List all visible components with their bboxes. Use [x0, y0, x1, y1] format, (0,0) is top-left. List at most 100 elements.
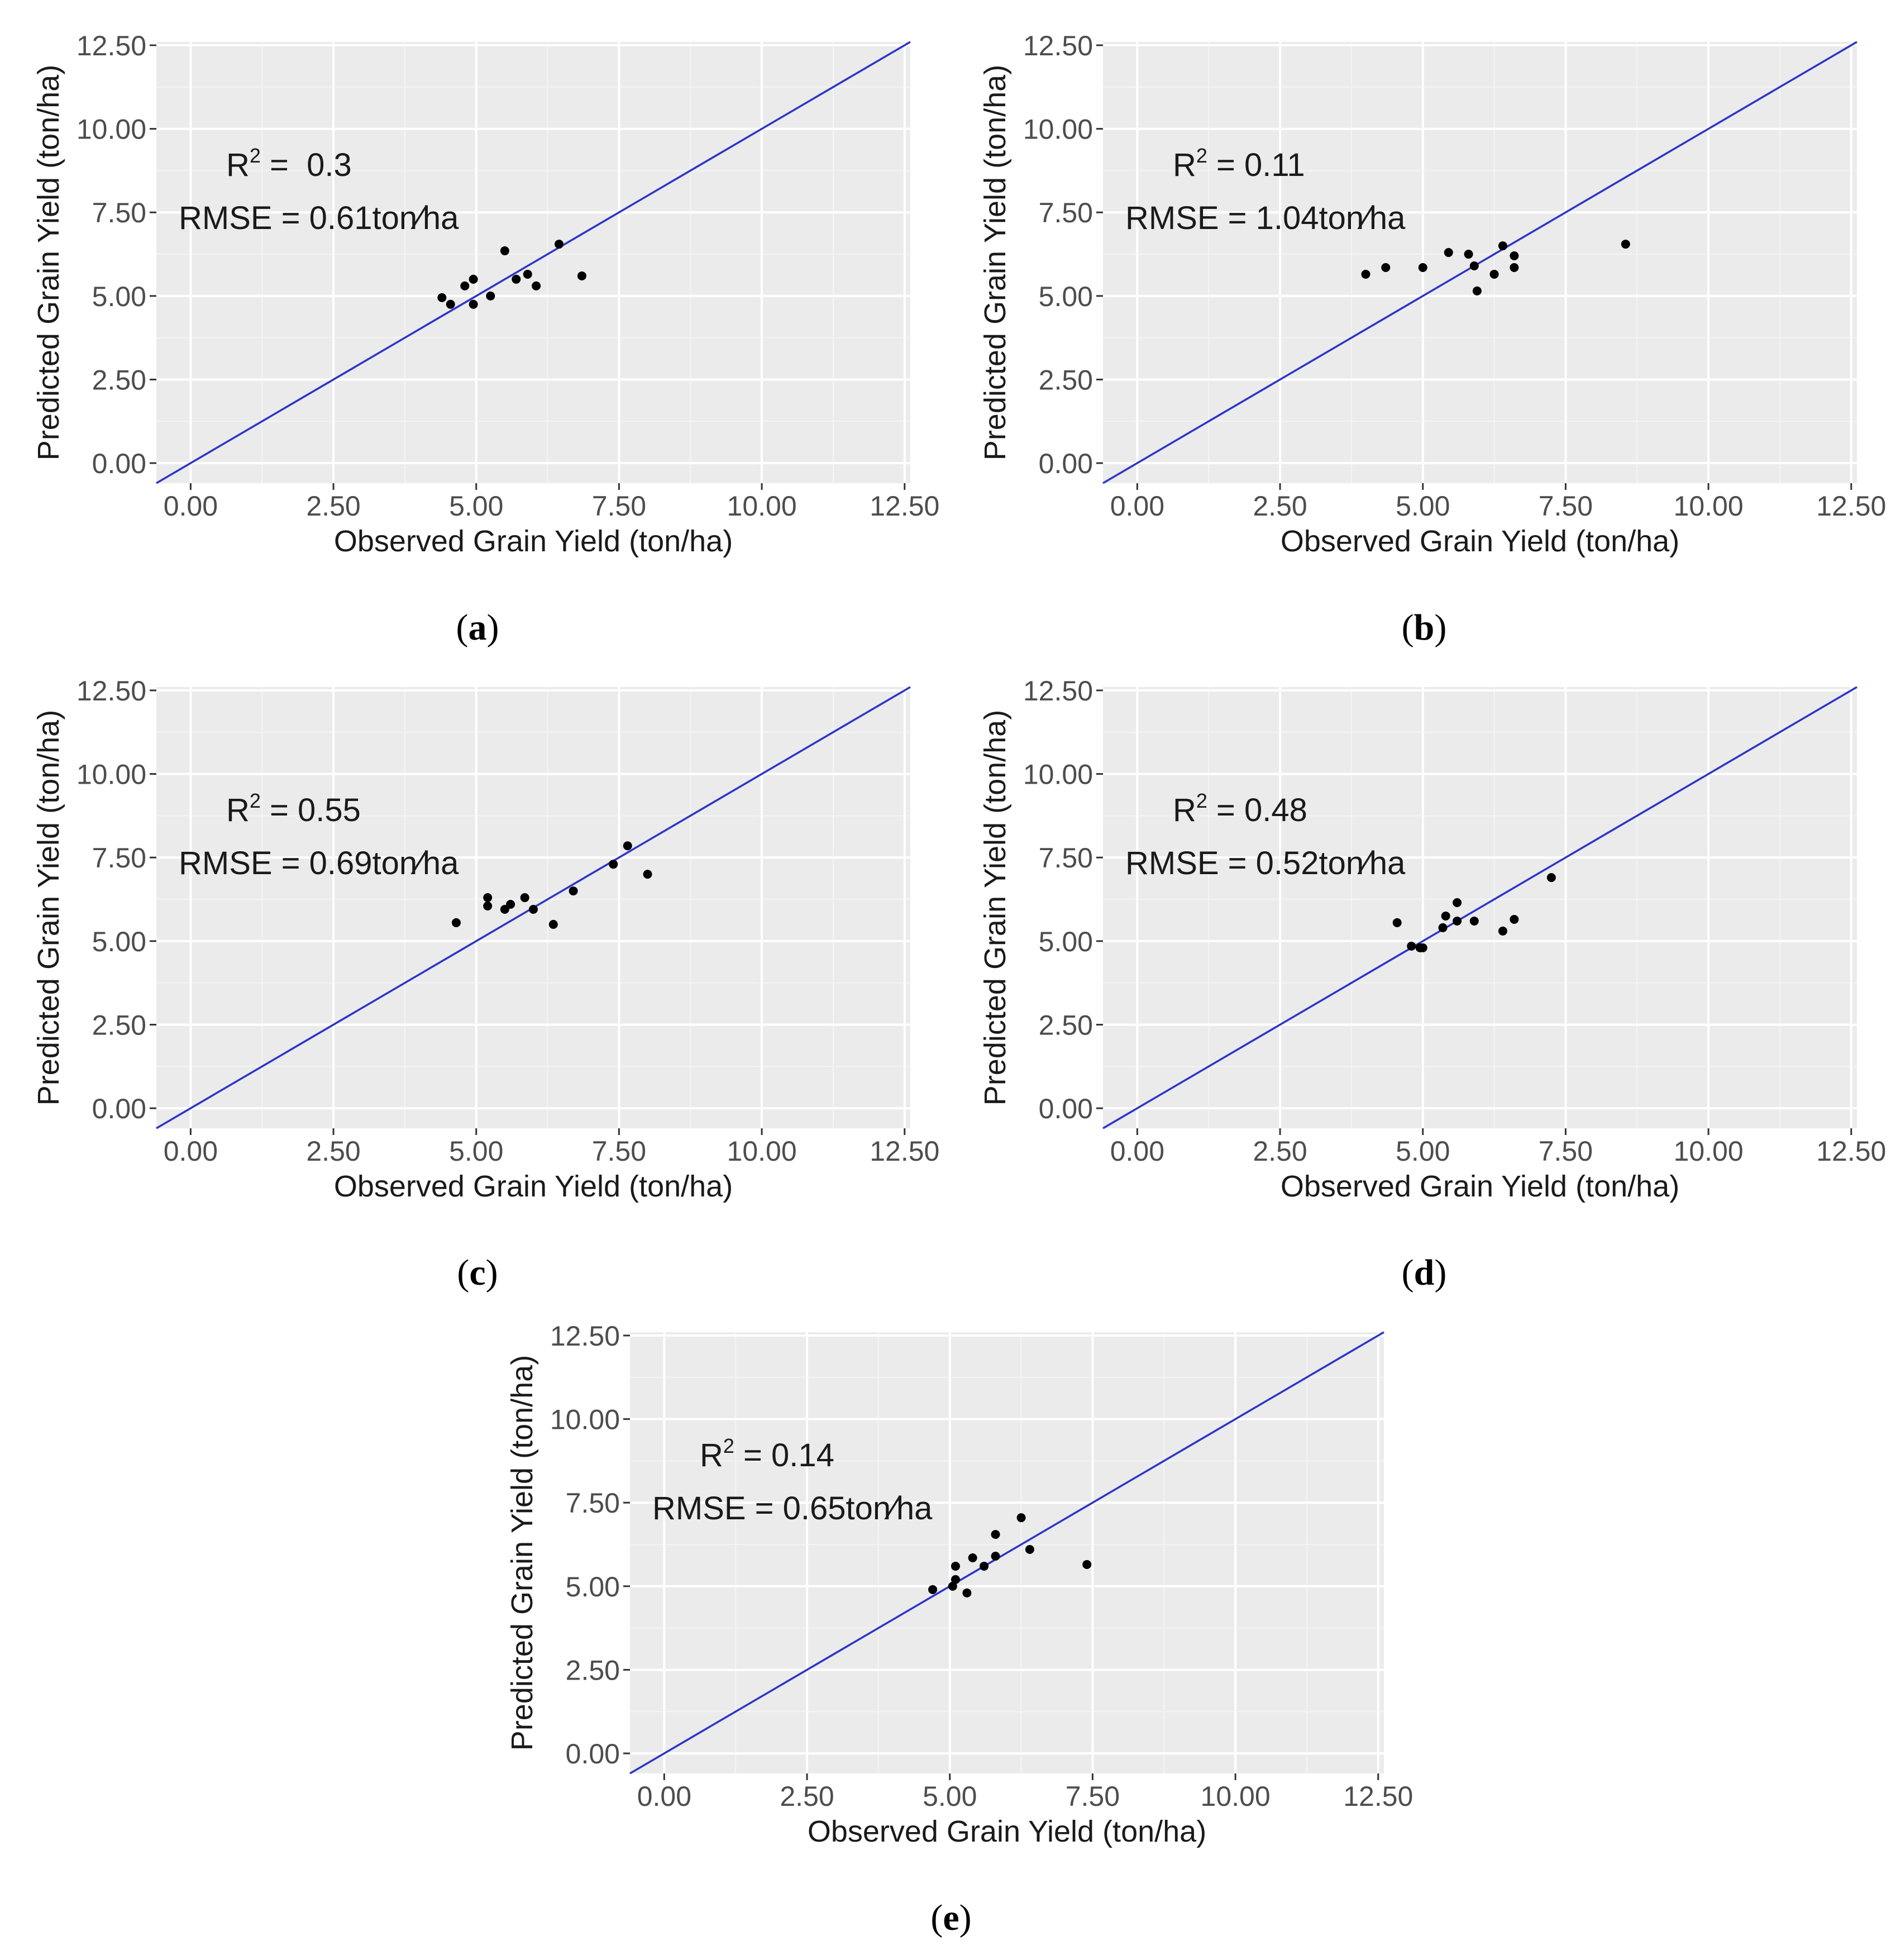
- y-axis-title: Predicted Grain Yield (ton/ha): [978, 710, 1012, 1105]
- y-tick-label: 0.00: [1039, 448, 1093, 479]
- data-point: [483, 902, 493, 911]
- data-point: [1510, 251, 1519, 261]
- data-point: [451, 918, 461, 927]
- data-point: [1472, 286, 1482, 295]
- data-point: [1546, 873, 1556, 883]
- rmse-annotation: RMSE = 0.65ton∕ha: [652, 1490, 933, 1527]
- r-squared-annotation: R2 = 0.11: [1173, 144, 1305, 183]
- panel-caption: (a): [456, 607, 499, 648]
- data-point: [1441, 911, 1450, 921]
- caption-open-paren: (: [457, 1252, 469, 1293]
- x-tick-label: 0.00: [164, 1136, 218, 1167]
- r-squared-value: = 0.55: [261, 792, 361, 828]
- y-tick-label: 0.00: [92, 448, 146, 479]
- x-tick-label: 7.50: [1066, 1781, 1120, 1812]
- panel-b: 0.00 0.00 2.50 2.50 5.00 5.00 7.50 7.50 10.00 10.…: [978, 30, 1886, 648]
- identity-line: [629, 1331, 1384, 1775]
- x-tick-label: 12.50: [1816, 490, 1886, 522]
- y-tick-label: 2.50: [1039, 1009, 1093, 1041]
- x-tick-label: 10.00: [1674, 1136, 1744, 1167]
- r-squared-superscript: 2: [1196, 144, 1207, 167]
- x-tick-label: 0.00: [164, 490, 218, 522]
- caption-close-paren: ): [1434, 607, 1446, 648]
- y-tick-label: 2.50: [1039, 364, 1093, 395]
- caption-open-paren: (: [930, 1897, 943, 1938]
- data-point: [1469, 916, 1479, 926]
- data-point: [500, 246, 509, 256]
- data-point: [980, 1561, 989, 1571]
- y-tick-label: 7.50: [1039, 842, 1093, 874]
- data-point: [1381, 263, 1391, 272]
- data-point: [623, 841, 632, 851]
- data-point: [968, 1553, 977, 1562]
- data-point: [1025, 1545, 1034, 1554]
- caption-close-paren: ): [486, 1252, 498, 1293]
- y-tick-label: 10.00: [550, 1404, 620, 1436]
- x-tick-label: 12.50: [1816, 1136, 1886, 1167]
- y-tick-label: 0.00: [92, 1093, 146, 1124]
- x-axis-title: Observed Grain Yield (ton/ha): [1281, 524, 1679, 558]
- data-point: [609, 860, 618, 869]
- identity-line: [1102, 686, 1857, 1129]
- x-axis-title: Observed Grain Yield (ton/ha): [334, 524, 733, 558]
- x-tick-label: 0.00: [1110, 490, 1164, 522]
- r-squared-symbol: R: [1173, 147, 1196, 183]
- y-tick-label: 10.00: [77, 114, 146, 145]
- y-tick-label: 2.50: [566, 1654, 620, 1686]
- data-point: [1361, 269, 1371, 279]
- x-tick-label: 5.00: [449, 1136, 503, 1167]
- data-point: [1453, 916, 1462, 926]
- x-tick-label: 7.50: [1539, 1136, 1593, 1167]
- data-point: [1510, 914, 1519, 924]
- y-tick-label: 5.00: [92, 281, 146, 312]
- y-tick-label: 12.50: [550, 1320, 620, 1352]
- data-point: [948, 1581, 957, 1591]
- y-axis-title: Predicted Grain Yield (ton/ha): [505, 1355, 539, 1751]
- caption-letter: d: [1414, 1252, 1435, 1293]
- x-tick-label: 7.50: [592, 490, 646, 522]
- y-tick-label: 10.00: [1023, 759, 1093, 790]
- data-point: [1469, 261, 1479, 270]
- data-point: [437, 293, 447, 302]
- r-squared-superscript: 2: [250, 789, 261, 812]
- data-point: [1418, 943, 1427, 952]
- data-point: [520, 893, 529, 903]
- data-point: [928, 1585, 938, 1594]
- y-tick-label: 0.00: [566, 1738, 620, 1770]
- data-point: [1016, 1513, 1026, 1523]
- caption-close-paren: ): [487, 607, 499, 648]
- y-axis-title: Predicted Grain Yield (ton/ha): [32, 65, 65, 460]
- r-squared-value: = 0.3: [261, 147, 352, 183]
- data-point: [1453, 898, 1462, 908]
- y-tick-label: 5.00: [566, 1571, 620, 1603]
- x-tick-label: 10.00: [1201, 1781, 1271, 1812]
- data-point: [506, 900, 515, 909]
- x-tick-label: 7.50: [592, 1136, 646, 1167]
- y-tick-label: 5.00: [1039, 281, 1093, 312]
- r-squared-value: = 0.11: [1207, 147, 1305, 183]
- x-tick-label: 12.50: [1343, 1781, 1413, 1812]
- x-tick-label: 2.50: [306, 490, 360, 522]
- data-point: [1082, 1560, 1092, 1569]
- data-point: [1418, 263, 1427, 272]
- r-squared-symbol: R: [1173, 792, 1196, 828]
- y-axis-title: Predicted Grain Yield (ton/ha): [32, 710, 65, 1105]
- r-squared-symbol: R: [226, 792, 250, 828]
- y-tick-label: 12.50: [1023, 30, 1093, 61]
- x-tick-label: 2.50: [1253, 1136, 1307, 1167]
- data-point: [1444, 248, 1453, 257]
- data-point: [529, 904, 538, 914]
- y-tick-label: 7.50: [1039, 197, 1093, 228]
- data-point: [643, 870, 652, 879]
- caption-close-paren: ): [1434, 1252, 1446, 1293]
- x-tick-label: 10.00: [1674, 490, 1744, 522]
- data-point: [1464, 250, 1473, 259]
- y-tick-label: 12.50: [77, 675, 146, 707]
- data-point: [483, 893, 493, 903]
- x-tick-label: 10.00: [727, 1136, 797, 1167]
- r-squared-annotation: R2 = 0.55: [226, 789, 361, 828]
- caption-letter: e: [943, 1897, 959, 1938]
- rmse-annotation: RMSE = 0.52ton∕ha: [1125, 845, 1406, 881]
- y-tick-label: 7.50: [92, 842, 146, 874]
- y-tick-label: 7.50: [92, 197, 146, 228]
